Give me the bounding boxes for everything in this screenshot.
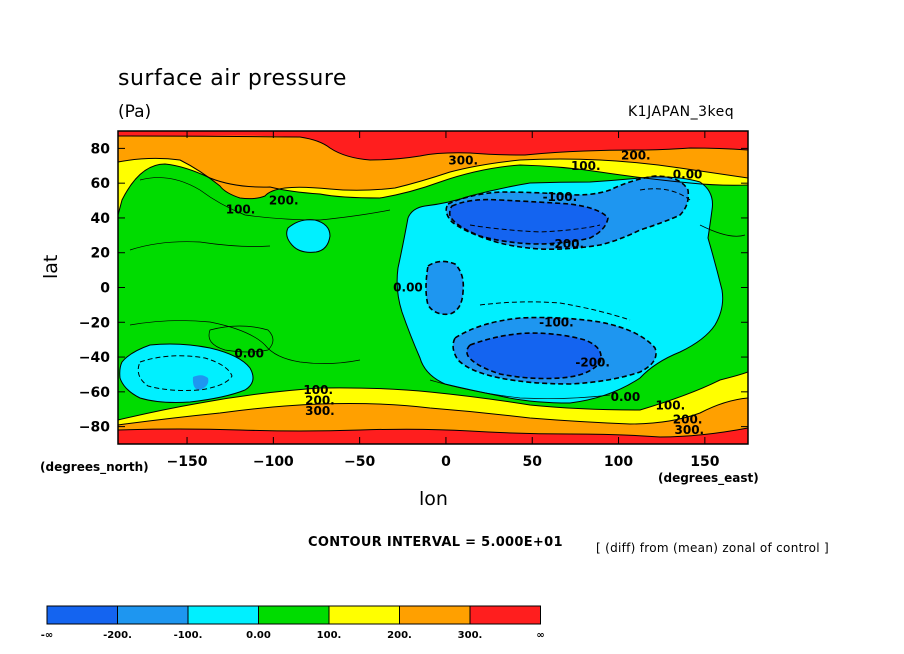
diff-note: [ (diff) from (mean) zonal of control ]: [596, 541, 829, 555]
contour-label: 200.: [269, 194, 299, 208]
colorbar-swatch: [117, 605, 189, 625]
contour-label: 300.: [305, 404, 335, 418]
y-tick-label: −40: [79, 350, 110, 366]
x-tick-label: 50: [523, 454, 543, 470]
colorbar-label: -∞: [41, 630, 53, 641]
axis-ticks: −150 −100 −50 0 50 100 150 80 60 40 20 0 −20 −40 −60 −8…: [79, 131, 748, 470]
units-label: (Pa): [118, 102, 152, 122]
colorbar-label: 300.: [458, 630, 483, 641]
contour-label: -200.: [575, 355, 610, 369]
y-tick-label: −80: [79, 420, 110, 436]
colorbar-label: -100.: [174, 630, 203, 641]
x-tick-label: 0: [441, 454, 451, 470]
colorbar-swatch: [258, 605, 330, 625]
chart-title: surface air pressure: [118, 66, 347, 91]
y-tick-label: −60: [79, 385, 110, 401]
contour-label: 100.: [226, 202, 256, 216]
run-name-label: K1JAPAN_3keq: [628, 104, 735, 120]
contour-label: 0.00: [673, 167, 703, 181]
y-tick-label: 80: [91, 141, 111, 157]
contour-label: -100.: [539, 315, 574, 329]
contour-label: 200.: [305, 394, 335, 408]
x-axis-label: lon: [419, 488, 448, 510]
colorbar-swatch: [187, 605, 259, 625]
x-tick-label: −100: [253, 454, 294, 470]
x-tick-label: −150: [167, 454, 208, 470]
colorbar-label: 100.: [317, 630, 342, 641]
contour-label: 0.00: [393, 281, 423, 295]
negative-contours: [137, 175, 691, 391]
colorbar-swatch: [399, 605, 471, 625]
colorbar-swatch: [469, 605, 541, 625]
colorbar-swatch: [328, 605, 400, 625]
contour-label: 0.00: [611, 390, 641, 404]
y-tick-label: 40: [91, 211, 111, 227]
contour-labels: 300. 200.100.0.00200.100.-100.-200.0.00-1…: [226, 148, 704, 437]
x-tick-label: −50: [344, 454, 375, 470]
contour-label: 200.: [621, 148, 651, 162]
colorbar-label: 0.00: [246, 630, 271, 641]
contour-label: 0.00: [234, 347, 264, 361]
y-axis-label: lat: [40, 254, 62, 279]
y-unit-note: (degrees_north): [40, 460, 149, 474]
contour-lines: [118, 135, 748, 438]
contour-interval-text: CONTOUR INTERVAL = 5.000E+01: [308, 535, 563, 550]
y-tick-label: −20: [79, 315, 110, 331]
contour-label: 100.: [656, 399, 686, 413]
colorbar-label: ∞: [536, 630, 544, 641]
x-unit-note: (degrees_east): [658, 471, 759, 485]
x-tick-label: 100: [604, 454, 633, 470]
y-tick-label: 20: [91, 246, 111, 262]
contour-label: 300.: [448, 154, 478, 168]
x-tick-label: 150: [690, 454, 719, 470]
colorbar-swatch: [46, 605, 118, 625]
contour-label: 100.: [571, 159, 601, 173]
y-tick-label: 60: [91, 176, 111, 192]
contour-label: 300.: [675, 423, 705, 437]
contour-label: -100.: [543, 190, 578, 204]
contour-label: 200.: [673, 413, 703, 427]
contour-label: -200.: [549, 237, 584, 251]
y-tick-label: 0: [100, 281, 110, 297]
colorbar: -∞ -200. -100. 0.00 100. 200. 300. ∞: [41, 605, 545, 641]
colorbar-label: 200.: [387, 630, 412, 641]
colorbar-label: -200.: [103, 630, 132, 641]
contour-fields: [118, 131, 748, 444]
contour-label: 100.: [303, 383, 333, 397]
